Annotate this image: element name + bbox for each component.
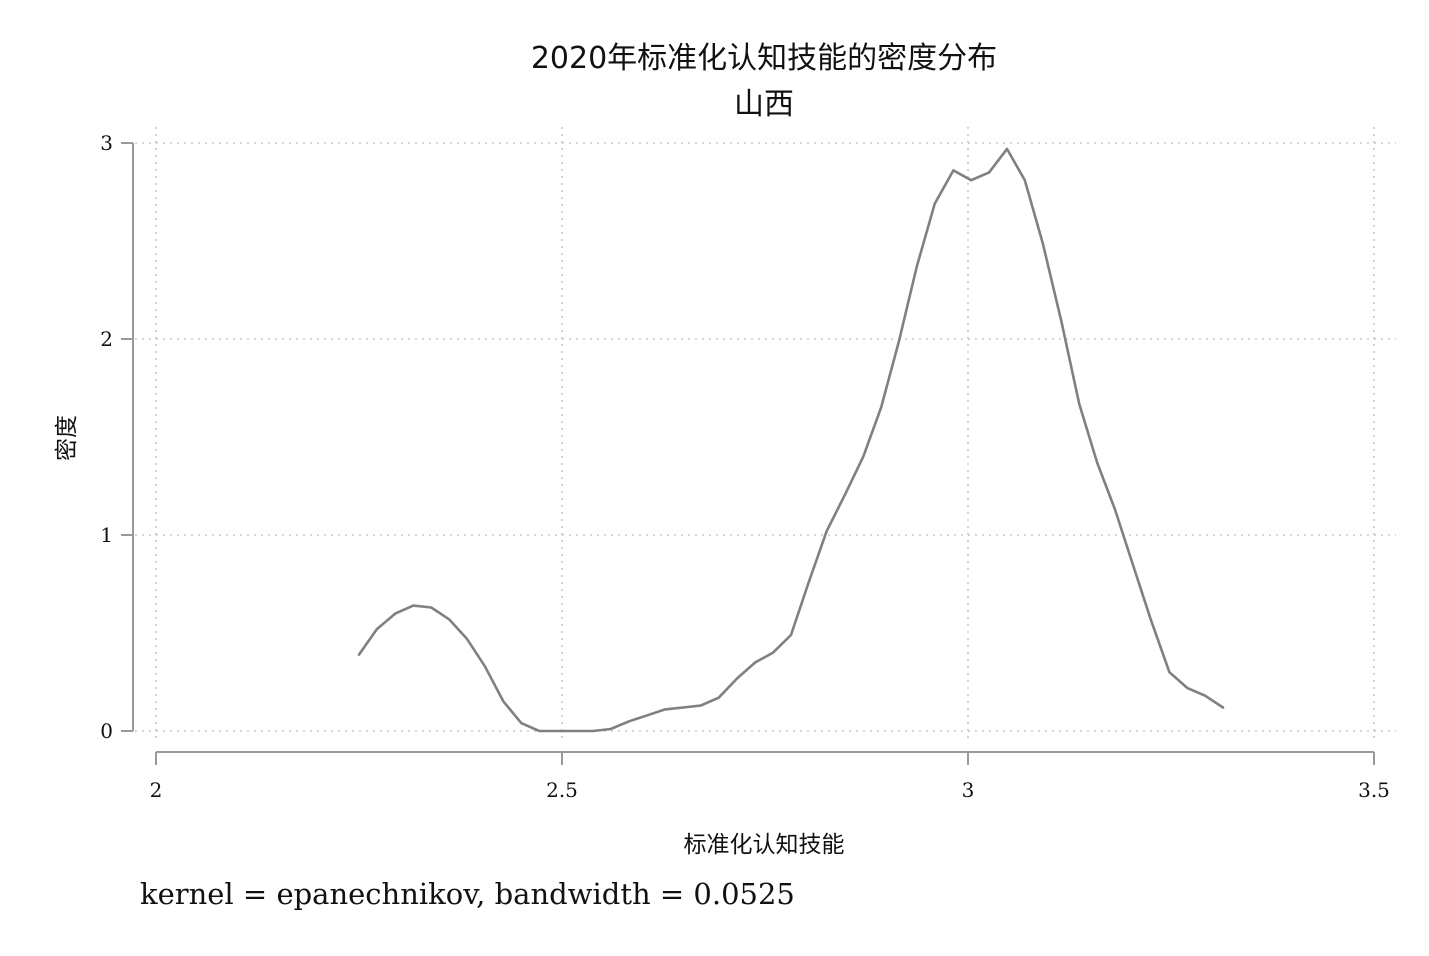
grid-layer [135,127,1396,743]
chart-title: 2020年标准化认知技能的密度分布 [531,41,997,76]
y-axis-title: 密度 [54,415,80,461]
x-tick-label: 3 [962,778,975,802]
axis-layer: 0 1 2 3 2 2.5 3 3.5 [100,131,1390,802]
x-tick-label: 2 [150,778,163,802]
y-tick-label: 2 [100,327,113,351]
y-tick-label: 0 [100,719,113,743]
x-tick-label: 2.5 [546,778,578,802]
x-axis-title: 标准化认知技能 [684,832,845,858]
series-layer [357,147,1225,733]
y-tick-label: 1 [100,523,113,547]
chart-subtitle: 山西 [734,87,794,122]
density-line [357,147,1225,733]
kernel-note: kernel = epanechnikov, bandwidth = 0.052… [140,877,795,911]
x-tick-label: 3.5 [1358,778,1390,802]
y-tick-label: 3 [100,131,113,155]
